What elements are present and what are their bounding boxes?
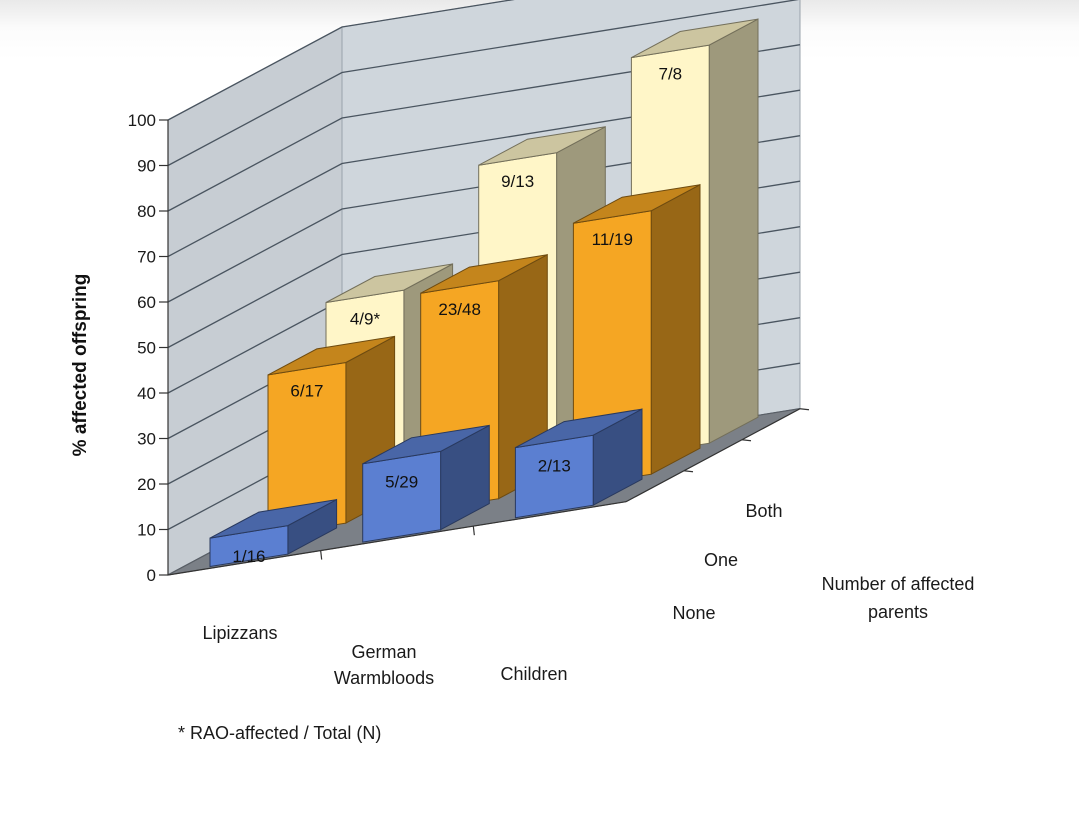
y-tick-label: 70 — [137, 248, 156, 267]
y-tick-label: 50 — [137, 339, 156, 358]
y-tick-label: 10 — [137, 521, 156, 540]
y-tick-label: 100 — [128, 111, 156, 130]
bar-data-label: 7/8 — [658, 64, 682, 83]
x-tick-mark — [320, 550, 323, 560]
y-tick-label: 40 — [137, 384, 156, 403]
y-axis-title: % affected offspring — [70, 274, 91, 457]
bar-top — [420, 254, 548, 294]
series-label: One — [704, 550, 738, 570]
series-label: Both — [745, 501, 782, 521]
gridline — [167, 0, 515, 121]
bar-top — [267, 335, 395, 376]
bar-data-label: 11/19 — [592, 230, 633, 249]
depth-tick-mark — [799, 408, 810, 411]
bar-top — [631, 18, 759, 59]
depth-axis-title: Number of affected — [822, 574, 975, 594]
bar-data-label: 4/9* — [350, 309, 381, 328]
bar-data-label: 23/48 — [438, 300, 481, 319]
y-tick-label: 90 — [137, 157, 156, 176]
bar-top — [478, 126, 606, 166]
bar-top — [573, 184, 701, 224]
depth-tick-mark — [741, 439, 752, 442]
bar-side — [650, 183, 701, 476]
x-tick-mark — [472, 526, 475, 536]
y-tick-label: 0 — [147, 566, 156, 585]
bar-side — [708, 18, 759, 445]
y-tick-label: 60 — [137, 293, 156, 312]
bar-top — [515, 408, 643, 449]
bar-top — [362, 424, 490, 465]
bar-data-label: 9/13 — [501, 172, 534, 191]
y-tick-label: 80 — [137, 202, 156, 221]
category-label: Warmbloods — [334, 668, 434, 688]
depth-tick-mark — [683, 470, 694, 473]
bar-data-label: 5/29 — [385, 473, 418, 492]
chart-footnote: * RAO-affected / Total (N) — [178, 723, 381, 743]
bar-top — [209, 499, 337, 539]
series-label: None — [672, 603, 715, 623]
category-label: German — [351, 642, 416, 662]
y-tick-label: 30 — [137, 430, 156, 449]
bar-data-label: 1/16 — [232, 547, 265, 566]
x-axis-line — [167, 501, 627, 576]
bar — [514, 434, 594, 519]
category-label: Lipizzans — [202, 623, 277, 643]
bar-data-label: 2/13 — [538, 456, 571, 475]
bar-data-label: 6/17 — [290, 382, 323, 401]
depth-axis-title: parents — [868, 602, 928, 622]
bar — [362, 450, 442, 543]
category-label: Children — [500, 664, 567, 684]
bar-top — [325, 263, 453, 303]
gridline — [167, 0, 800, 167]
y-tick-label: 20 — [137, 475, 156, 494]
depth-axis-line — [625, 408, 801, 503]
